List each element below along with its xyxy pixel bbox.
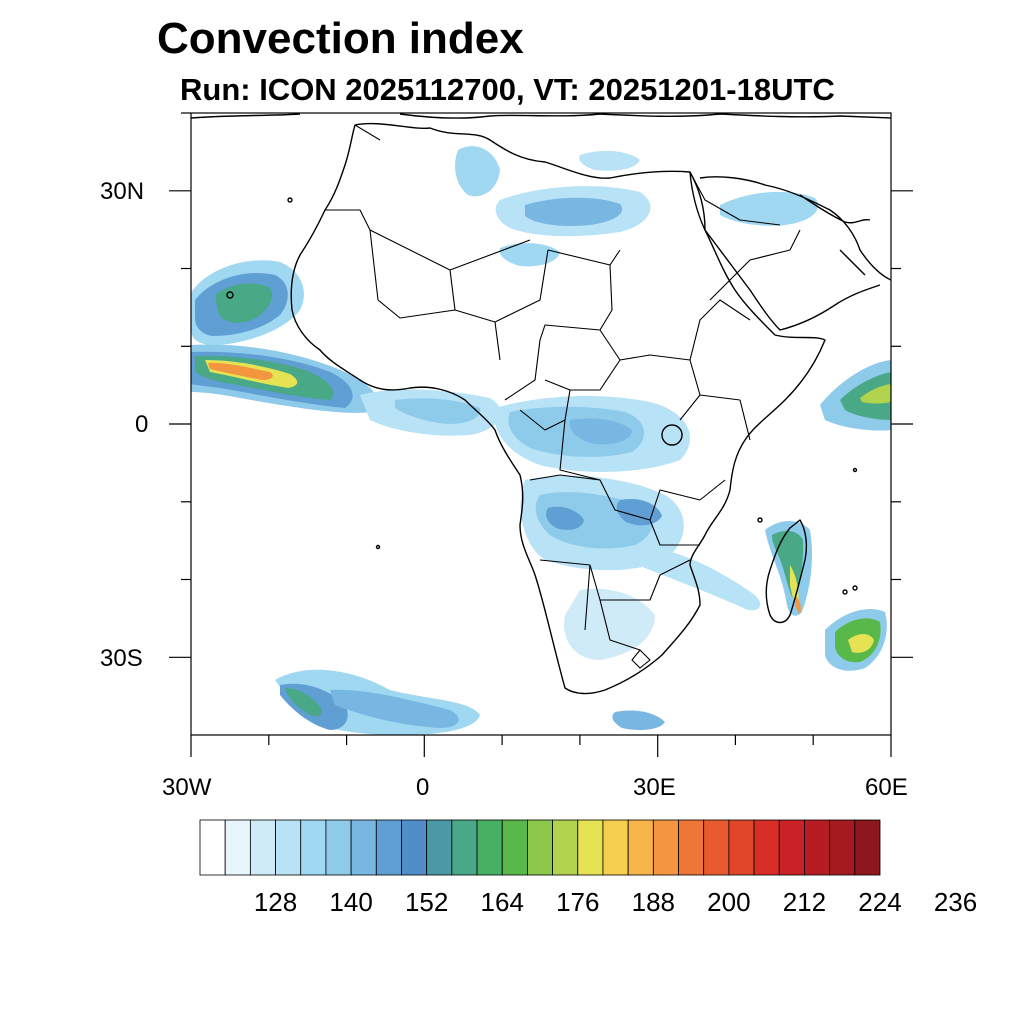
comoros-island	[757, 517, 763, 523]
colorbar-swatch	[426, 819, 453, 876]
convection-sahara-core	[525, 197, 623, 226]
colorbar-tick-label: 188	[631, 887, 676, 917]
colorbar-swatch	[678, 819, 705, 876]
convection-arabia	[720, 191, 819, 226]
colorbar-swatch	[451, 819, 478, 876]
convection-southern-ocean	[612, 710, 665, 730]
colorbar-swatch	[577, 819, 604, 876]
convection-itcz-atlantic-orange	[208, 362, 273, 380]
colorbar-swatch	[829, 819, 856, 876]
convection-sahara-west	[455, 146, 500, 197]
colorbar-swatch	[854, 819, 881, 876]
colorbar-tick-label: 200	[707, 887, 751, 917]
lon-tick-label: 30W	[162, 774, 212, 801]
convection-sahara-sw	[499, 243, 560, 267]
colorbar-swatch	[804, 819, 831, 876]
colorbar-swatch	[728, 819, 755, 876]
colorbar-swatch	[476, 819, 503, 876]
colorbar-swatch	[527, 819, 553, 876]
colorbar-swatch	[300, 819, 327, 876]
convection-field	[191, 146, 891, 735]
colorbar-tick-label: 236	[933, 887, 978, 917]
madagascar-coastline	[765, 519, 808, 624]
convection-madagascar-orange	[795, 595, 801, 614]
convection-congo-deep	[569, 418, 632, 445]
colorbar-swatch	[627, 819, 654, 876]
chart-subtitle: Run: ICON 2025112700, VT: 20251201-18UTC	[180, 72, 835, 107]
seychelles-island	[852, 467, 858, 473]
lat-tick-label: 0	[135, 411, 149, 438]
colorbar-swatch	[249, 819, 276, 876]
convection-south-atlantic-east	[330, 689, 459, 728]
lon-tick-label: 60E	[865, 774, 908, 801]
border-lines	[325, 124, 801, 669]
red-sea-coast	[689, 171, 706, 231]
persian-gulf-coast	[799, 194, 871, 276]
convection-gulf-guinea-core	[395, 398, 481, 424]
convection-south-atlantic-green	[285, 688, 322, 717]
colorbar-swatch	[602, 819, 629, 876]
convection-indian-se-yellow	[848, 634, 874, 653]
lon-tick-label: 30E	[633, 774, 676, 801]
st-helena-island	[375, 544, 381, 550]
colorbar-tick-label: 176	[556, 887, 600, 917]
colorbar-swatch	[652, 819, 679, 876]
lat-tick-label: 30S	[100, 645, 143, 672]
canary-island	[287, 197, 293, 203]
convection-se-africa-band	[633, 545, 761, 611]
mauritius-island	[852, 585, 858, 591]
colorbar-tick-label: 224	[858, 887, 902, 917]
country-borders	[325, 124, 801, 669]
colorbar-swatch	[401, 819, 428, 876]
convection-angola-deep	[546, 506, 584, 530]
colorbar-swatch	[552, 819, 579, 876]
colorbar-swatch	[224, 819, 251, 876]
colorbar-swatch	[375, 819, 402, 876]
colorbar-tick-label: 164	[480, 887, 524, 917]
lat-tick-label: 30N	[100, 178, 145, 205]
colorbar-swatch	[325, 819, 352, 876]
lake-victoria	[661, 424, 683, 446]
convection-indian-ne-yellow	[860, 384, 891, 404]
chart-title: Convection index	[157, 14, 524, 63]
convection-atlantic-senegal-green	[215, 283, 272, 323]
reunion-island	[842, 589, 848, 595]
cape-verde-island	[226, 291, 234, 299]
colorbar-swatch	[199, 819, 226, 876]
arabia-coastline	[699, 176, 891, 331]
colorbar-tick-label: 212	[782, 887, 827, 917]
lon-tick-label: 0	[416, 774, 430, 801]
axis-ticks	[169, 112, 913, 757]
colorbar-tick-label: 152	[404, 887, 449, 917]
colorbar-tick-label: 128	[253, 887, 298, 917]
mediterranean-north-coast	[191, 113, 891, 119]
colorbar-swatch	[753, 819, 780, 876]
colorbar-swatch	[778, 819, 805, 876]
colorbar-tick-label: 140	[329, 887, 373, 917]
colorbar-swatch	[275, 819, 302, 876]
colorbar-swatch	[350, 819, 377, 876]
colorbar-swatch	[501, 819, 528, 876]
convection-med	[579, 150, 640, 171]
colorbar-swatch	[703, 819, 730, 876]
